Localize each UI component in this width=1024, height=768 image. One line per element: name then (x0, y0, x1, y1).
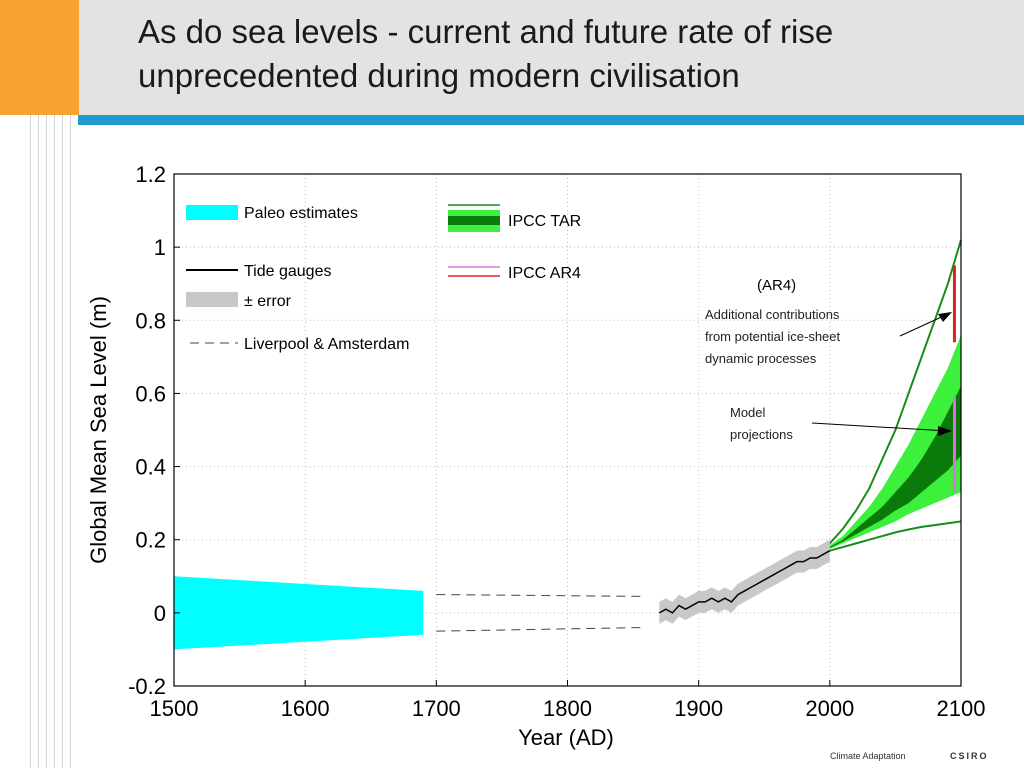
annotation-model-line: projections (730, 427, 793, 442)
axis-ticks: 1500 1600 1700 1800 1900 2000 2100 -0.2 0 0.2 0.4 0… (128, 162, 985, 721)
decor-line (70, 115, 71, 768)
y-tick-label: 0 (154, 601, 166, 626)
decor-line (38, 115, 39, 768)
slide-title-line-1: As do sea levels - current and future ra… (138, 13, 834, 50)
tide-gauge-line (658, 550, 831, 614)
annotation-ice-sheet-line: Additional contributions (705, 307, 840, 322)
arrow-model (811, 422, 949, 432)
annotation-ice-sheet-line: from potential ice-sheet (705, 329, 841, 344)
tide-gauge-error-band (659, 539, 830, 624)
tar-light-band (816, 334, 961, 555)
x-axis-label: Year (AD) (518, 725, 614, 750)
legend-swatch-paleo (186, 205, 238, 220)
arrow-ice-sheet (899, 313, 949, 337)
y-tick-label: 1 (154, 235, 166, 260)
sea-level-chart: 1500 1600 1700 1800 1900 2000 2100 -0.2 0 0.2 0.4 0… (86, 162, 985, 750)
series-layer (174, 239, 962, 650)
arrowhead-ice-sheet (938, 312, 952, 322)
legend-swatch-tar-dark (448, 216, 500, 225)
tar-envelope-line (816, 520, 962, 556)
legend-label-paleo: Paleo estimates (244, 205, 358, 222)
y-tick-label: 1.2 (135, 162, 166, 187)
footer-csiro: CSIRO (950, 751, 989, 761)
legend: Paleo estimates Tide gauges ± error Liverpo… (186, 204, 581, 353)
x-tick-label: 2100 (937, 696, 986, 721)
arrowhead-model (938, 426, 952, 436)
decor-line (30, 115, 31, 768)
paleo-band (174, 576, 424, 650)
x-tick-label: 1900 (674, 696, 723, 721)
legend-label-ar4: IPCC AR4 (508, 265, 581, 282)
y-tick-label: 0.2 (135, 528, 166, 553)
x-tick-label: 1600 (281, 696, 330, 721)
legend-swatch-error (186, 292, 238, 307)
annotations: (AR4) Additional contributions from potent… (705, 277, 952, 442)
legend-label-tar: IPCC TAR (508, 213, 581, 230)
liverpool-amsterdam-line (436, 626, 647, 632)
orange-brand-block (0, 0, 79, 115)
liverpool-amsterdam-line (436, 594, 647, 597)
legend-label-tide: Tide gauges (244, 263, 331, 280)
title-accent-line (78, 115, 1024, 125)
slide-title-line-2: unprecedented during modern civilisation (138, 57, 740, 94)
tar-envelope-line (816, 239, 962, 556)
y-axis-label: Global Mean Sea Level (m) (86, 296, 111, 564)
x-tick-label: 1700 (412, 696, 461, 721)
y-tick-label: 0.6 (135, 381, 166, 406)
footer-climate-adaptation: Climate Adaptation (830, 751, 906, 761)
y-tick-label: 0.8 (135, 308, 166, 333)
legend-label-liverpool: Liverpool & Amsterdam (244, 336, 409, 353)
title-header-bar (0, 0, 1024, 115)
decor-line (62, 115, 63, 768)
x-tick-label: 2000 (805, 696, 854, 721)
decor-line (54, 115, 55, 768)
x-tick-label: 1800 (543, 696, 592, 721)
tar-dark-band (816, 386, 961, 555)
annotation-model-line: Model (730, 405, 766, 420)
annotation-ice-sheet-line: dynamic processes (705, 351, 817, 366)
y-tick-label: -0.2 (128, 674, 166, 699)
decor-line (46, 115, 47, 768)
annotation-ar4-header: (AR4) (757, 277, 796, 294)
x-tick-label: 1500 (150, 696, 199, 721)
y-tick-label: 0.4 (135, 455, 166, 480)
legend-label-error: ± error (244, 293, 292, 310)
slide-title: As do sea levels - current and future ra… (138, 10, 1018, 98)
